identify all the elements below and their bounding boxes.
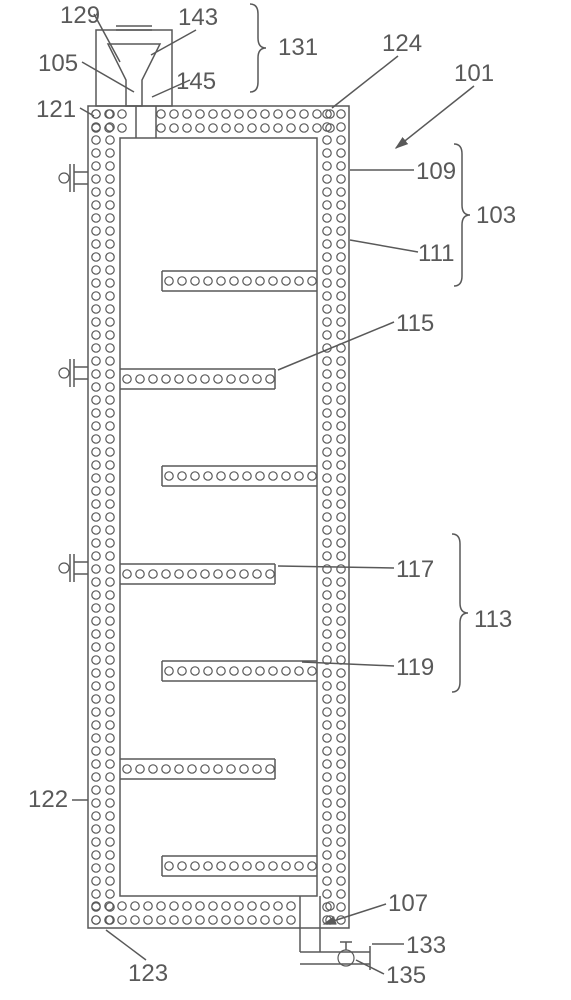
label-124: 124 [382,30,422,58]
label-133: 133 [406,932,446,960]
label-145: 145 [176,68,216,96]
label-135: 135 [386,962,426,990]
label-117: 117 [396,556,434,584]
label-119: 119 [396,654,434,682]
label-109: 109 [416,158,456,186]
label-103: 103 [476,202,516,230]
label-143: 143 [178,4,218,32]
label-121: 121 [36,96,76,124]
label-111: 111 [418,240,454,268]
label-122: 122 [28,786,68,814]
label-105: 105 [38,50,78,78]
label-101: 101 [454,60,494,88]
label-113: 113 [474,606,512,634]
label-131: 131 [278,34,318,62]
label-115: 115 [396,310,434,338]
label-129: 129 [60,2,100,30]
label-107: 107 [388,890,428,918]
label-123: 123 [128,960,168,988]
